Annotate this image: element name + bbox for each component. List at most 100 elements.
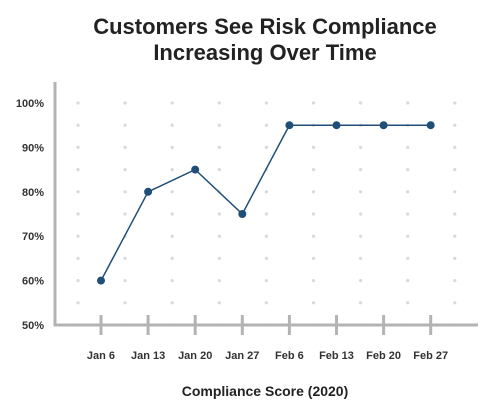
grid-dot [76,301,80,305]
grid-dot [359,212,363,216]
grid-dot [406,168,410,172]
grid-dot [264,279,268,283]
grid-dot [359,301,363,305]
x-tick-label: Feb 20 [366,350,401,362]
grid-dot [217,234,221,238]
grid-dot [311,256,316,260]
grid-dot [217,212,221,216]
grid-dot [311,212,316,216]
x-tick-label: Feb 13 [319,350,354,362]
grid-dot [217,279,221,283]
grid-dot [76,168,80,172]
y-tick-label: 70% [22,231,44,243]
grid-dot [311,168,316,172]
grid-dot [311,301,316,305]
grid-dot [123,190,127,194]
y-tick-label: 50% [22,320,44,332]
x-tick-label: Feb 6 [275,350,304,362]
grid-dot [359,145,363,149]
grid-dot [311,145,316,149]
grid-dot [406,145,410,149]
grid-dot [311,101,316,105]
grid-dot [406,212,410,216]
grid-dot [311,279,316,283]
grid-dot [76,279,80,283]
data-point [238,210,247,218]
grid-dot [123,279,127,283]
data-point [97,276,105,285]
grid-dot [217,101,221,105]
grid-dot [76,212,80,216]
x-axis-label: Compliance Score (2020) [182,383,349,399]
data-point [191,165,200,174]
axes [53,82,478,335]
grid-dot [264,234,268,238]
grid-dot [123,168,127,172]
series-line [100,124,431,281]
x-tick-label: Jan 20 [178,350,212,362]
grid-dot [217,256,221,260]
grid-dot [170,123,174,127]
data-point [144,187,153,196]
grid-dots [76,101,457,327]
grid-dot [264,301,268,305]
grid-dot [406,256,410,260]
x-tick-label: Jan 13 [131,350,165,362]
grid-dot [170,279,174,283]
data-point [426,121,435,130]
grid-dot [453,279,457,283]
grid-dot [170,168,174,172]
grid-dot [311,190,316,194]
grid-dot [359,190,363,194]
grid-dot [76,256,80,260]
grid-dot [359,256,363,260]
grid-dot [453,190,457,194]
grid-dot [76,145,80,149]
data-point [285,121,294,130]
grid-dot [453,145,457,149]
grid-dot [123,301,127,305]
grid-dot [123,145,127,149]
grid-dot [359,168,363,172]
grid-dot [406,190,410,194]
grid-dot [170,190,174,194]
grid-dot [264,145,268,149]
data-point [379,121,388,130]
chart-title-line-1: Customers See Risk Compliance [93,14,437,39]
grid-dot [406,234,410,238]
x-tick-label: Jan 27 [225,350,259,362]
grid-dot [311,234,316,238]
y-tick-label: 90% [22,142,44,154]
grid-dot [264,212,268,216]
grid-dot [170,145,174,149]
grid-dot [170,256,174,260]
grid-dot [76,101,80,105]
grid-dot [170,301,174,305]
grid-dot [359,101,363,105]
grid-dot [264,190,268,194]
x-tick-label: Feb 27 [413,350,448,362]
grid-dot [123,101,127,105]
grid-dot [359,279,363,283]
grid-dot [76,123,80,127]
grid-dot [453,212,457,216]
grid-dot [406,301,410,305]
grid-dot [123,256,127,260]
grid-dot [453,301,457,305]
y-tick-label: 100% [16,98,44,110]
grid-dot [217,123,221,127]
grid-dot [123,212,127,216]
grid-dot [453,101,457,105]
grid-dot [170,101,174,105]
grid-dot [217,168,221,172]
chart-title-line-2: Increasing Over Time [153,40,376,65]
grid-dot [170,234,174,238]
grid-dot [406,279,410,283]
series [97,121,435,285]
y-tick-label: 60% [22,276,44,288]
grid-dot [453,168,457,172]
x-tick-label: Jan 6 [87,350,115,362]
grid-dot [217,145,221,149]
data-point [332,121,341,130]
